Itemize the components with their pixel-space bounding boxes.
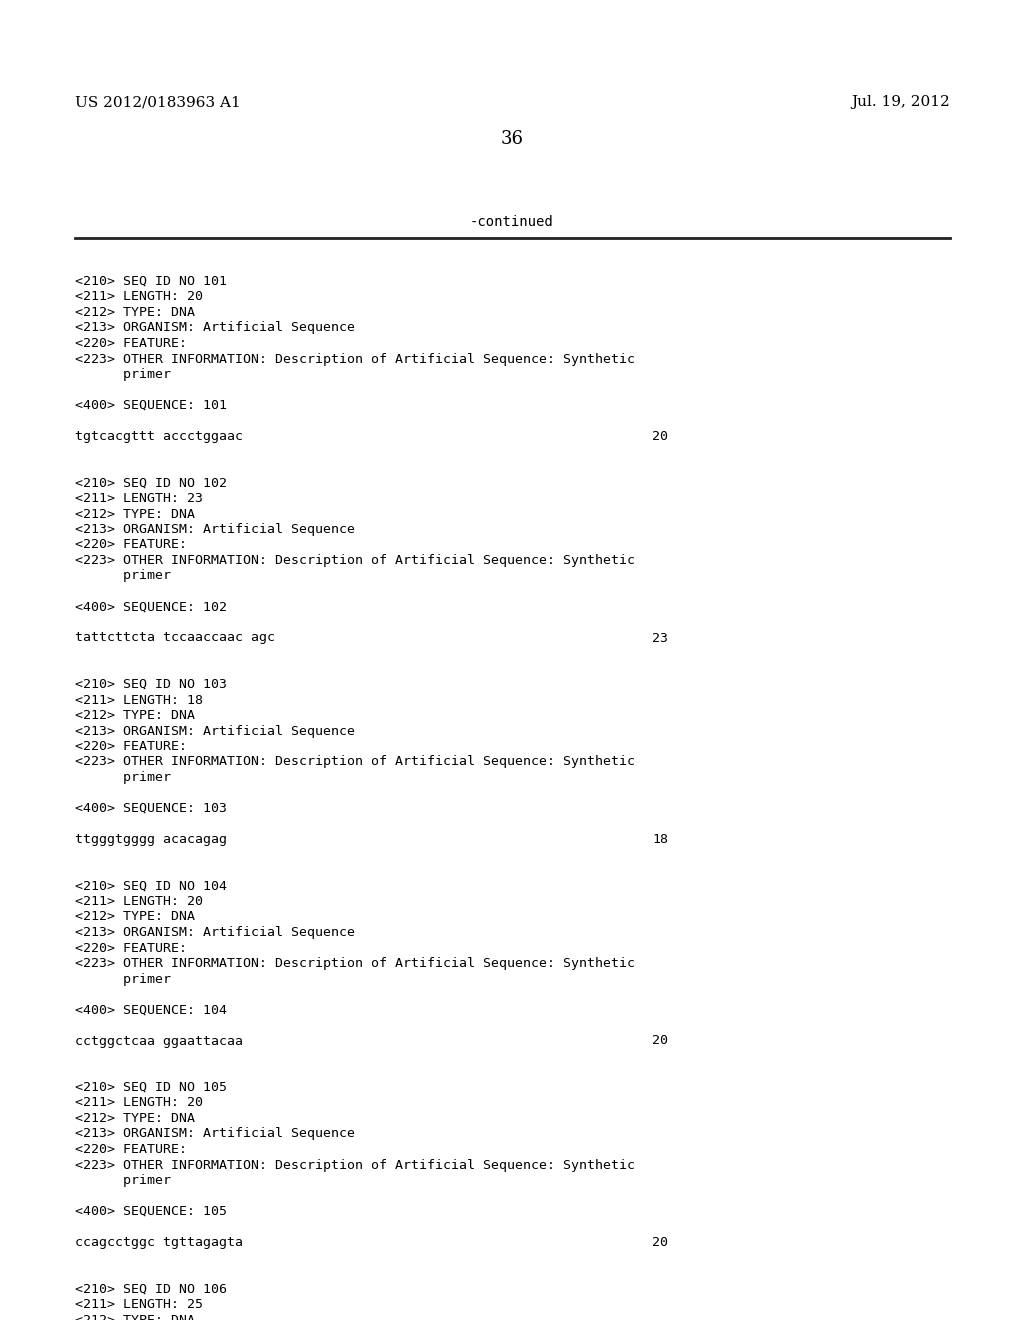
Text: 20: 20 (652, 1236, 668, 1249)
Text: <220> FEATURE:: <220> FEATURE: (75, 941, 187, 954)
Text: <220> FEATURE:: <220> FEATURE: (75, 337, 187, 350)
Text: <223> OTHER INFORMATION: Description of Artificial Sequence: Synthetic: <223> OTHER INFORMATION: Description of … (75, 1159, 635, 1172)
Text: primer: primer (75, 1173, 171, 1187)
Text: <210> SEQ ID NO 105: <210> SEQ ID NO 105 (75, 1081, 227, 1094)
Text: <220> FEATURE:: <220> FEATURE: (75, 539, 187, 552)
Text: primer: primer (75, 569, 171, 582)
Text: tattcttcta tccaaccaac agc: tattcttcta tccaaccaac agc (75, 631, 275, 644)
Text: Jul. 19, 2012: Jul. 19, 2012 (851, 95, 950, 110)
Text: <220> FEATURE:: <220> FEATURE: (75, 1143, 187, 1156)
Text: <213> ORGANISM: Artificial Sequence: <213> ORGANISM: Artificial Sequence (75, 725, 355, 738)
Text: <212> TYPE: DNA: <212> TYPE: DNA (75, 507, 195, 520)
Text: <211> LENGTH: 20: <211> LENGTH: 20 (75, 1097, 203, 1110)
Text: <211> LENGTH: 25: <211> LENGTH: 25 (75, 1298, 203, 1311)
Text: <213> ORGANISM: Artificial Sequence: <213> ORGANISM: Artificial Sequence (75, 322, 355, 334)
Text: <211> LENGTH: 20: <211> LENGTH: 20 (75, 290, 203, 304)
Text: 18: 18 (652, 833, 668, 846)
Text: <211> LENGTH: 23: <211> LENGTH: 23 (75, 492, 203, 506)
Text: 36: 36 (501, 129, 523, 148)
Text: <210> SEQ ID NO 104: <210> SEQ ID NO 104 (75, 879, 227, 892)
Text: tgtcacgttt accctggaac: tgtcacgttt accctggaac (75, 430, 243, 444)
Text: primer: primer (75, 368, 171, 381)
Text: <400> SEQUENCE: 103: <400> SEQUENCE: 103 (75, 803, 227, 814)
Text: <212> TYPE: DNA: <212> TYPE: DNA (75, 306, 195, 319)
Text: <212> TYPE: DNA: <212> TYPE: DNA (75, 709, 195, 722)
Text: primer: primer (75, 771, 171, 784)
Text: <223> OTHER INFORMATION: Description of Artificial Sequence: Synthetic: <223> OTHER INFORMATION: Description of … (75, 352, 635, 366)
Text: <223> OTHER INFORMATION: Description of Artificial Sequence: Synthetic: <223> OTHER INFORMATION: Description of … (75, 554, 635, 568)
Text: 20: 20 (652, 1035, 668, 1048)
Text: 23: 23 (652, 631, 668, 644)
Text: <223> OTHER INFORMATION: Description of Artificial Sequence: Synthetic: <223> OTHER INFORMATION: Description of … (75, 957, 635, 970)
Text: ccagcctggc tgttagagta: ccagcctggc tgttagagta (75, 1236, 243, 1249)
Text: <210> SEQ ID NO 101: <210> SEQ ID NO 101 (75, 275, 227, 288)
Text: cctggctcaa ggaattacaa: cctggctcaa ggaattacaa (75, 1035, 243, 1048)
Text: <213> ORGANISM: Artificial Sequence: <213> ORGANISM: Artificial Sequence (75, 523, 355, 536)
Text: <220> FEATURE:: <220> FEATURE: (75, 741, 187, 752)
Text: <210> SEQ ID NO 103: <210> SEQ ID NO 103 (75, 678, 227, 690)
Text: <223> OTHER INFORMATION: Description of Artificial Sequence: Synthetic: <223> OTHER INFORMATION: Description of … (75, 755, 635, 768)
Text: <400> SEQUENCE: 104: <400> SEQUENCE: 104 (75, 1003, 227, 1016)
Text: <211> LENGTH: 20: <211> LENGTH: 20 (75, 895, 203, 908)
Text: <400> SEQUENCE: 105: <400> SEQUENCE: 105 (75, 1205, 227, 1218)
Text: <400> SEQUENCE: 101: <400> SEQUENCE: 101 (75, 399, 227, 412)
Text: primer: primer (75, 973, 171, 986)
Text: -continued: -continued (470, 215, 554, 228)
Text: <212> TYPE: DNA: <212> TYPE: DNA (75, 911, 195, 924)
Text: US 2012/0183963 A1: US 2012/0183963 A1 (75, 95, 241, 110)
Text: <213> ORGANISM: Artificial Sequence: <213> ORGANISM: Artificial Sequence (75, 927, 355, 939)
Text: <211> LENGTH: 18: <211> LENGTH: 18 (75, 693, 203, 706)
Text: <400> SEQUENCE: 102: <400> SEQUENCE: 102 (75, 601, 227, 614)
Text: <210> SEQ ID NO 102: <210> SEQ ID NO 102 (75, 477, 227, 490)
Text: 20: 20 (652, 430, 668, 444)
Text: <212> TYPE: DNA: <212> TYPE: DNA (75, 1313, 195, 1320)
Text: ttgggtgggg acacagag: ttgggtgggg acacagag (75, 833, 227, 846)
Text: <210> SEQ ID NO 106: <210> SEQ ID NO 106 (75, 1283, 227, 1295)
Text: <213> ORGANISM: Artificial Sequence: <213> ORGANISM: Artificial Sequence (75, 1127, 355, 1140)
Text: <212> TYPE: DNA: <212> TYPE: DNA (75, 1111, 195, 1125)
